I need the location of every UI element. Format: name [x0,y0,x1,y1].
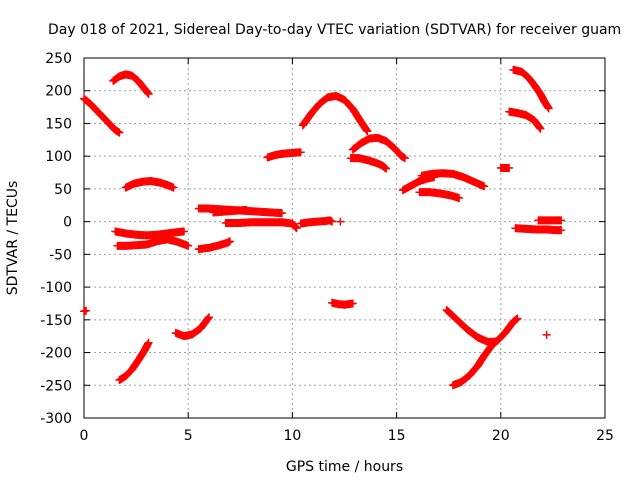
data-point [277,209,286,218]
data-point [505,163,514,172]
x-tick-label: 20 [492,428,510,444]
data-point [144,90,153,98]
plot-frame [83,57,606,419]
data-point [363,127,372,136]
x-tick-label: 0 [80,428,89,444]
data-point [480,182,489,191]
x-tick-label: 10 [283,428,301,444]
x-tick-label: 15 [388,428,406,444]
data-point [184,241,193,250]
x-tick-label: 5 [184,428,193,444]
data-point [557,226,566,235]
data-point [557,216,566,225]
data-point [400,154,409,163]
x-axis-label: GPS time / hours [286,459,403,475]
data-point [82,306,91,315]
data-point [144,338,153,347]
y-tick-label: 250 [45,51,72,67]
data-point [292,224,301,233]
y-tick-label: -150 [40,313,72,329]
data-point [225,237,234,246]
data-point [205,313,214,322]
y-tick-label: -50 [49,247,72,263]
data-point [115,128,124,137]
data-point [513,314,522,323]
x-tick-label: 25 [596,428,614,444]
y-tick-label: 50 [54,182,72,198]
data-point [455,194,464,203]
y-tick-label: 100 [45,149,72,165]
data-point [382,164,391,173]
y-tick-label: 0 [63,215,72,231]
y-tick-label: -300 [40,411,72,427]
axes [83,57,606,419]
data-point [180,227,189,236]
tick-labels: 0 5 10 15 20 25 -300 -250 -200 -150 -100 -50 0 50 100 1… [40,51,614,444]
chart-title: Day 018 of 2021, Sidereal Day-to-day VTE… [48,22,621,38]
data-point [544,104,553,113]
y-tick-label: 150 [45,116,72,132]
data-point [296,148,305,157]
y-axis-label: SDTVAR / TECUs [5,181,21,296]
y-tick-label: 200 [45,84,72,100]
data-point [348,299,357,308]
data-point [336,217,345,226]
data-point [490,338,499,347]
data-point [169,183,178,192]
y-tick-label: -100 [40,280,72,296]
data-point [327,217,336,226]
data-point [542,330,551,339]
data-point [536,124,545,133]
y-tick-label: -200 [40,346,72,362]
y-tick-label: -250 [40,378,72,394]
data-points [80,65,566,390]
data-point [242,205,251,214]
grid [84,58,605,418]
